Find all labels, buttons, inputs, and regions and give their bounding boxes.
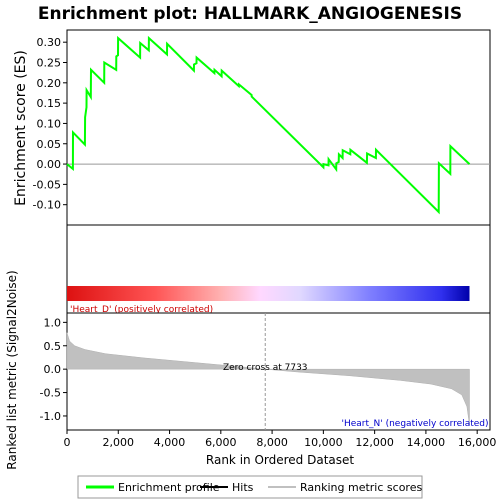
metric-y-axis: -1.0 -0.5 0.0 0.5 1.0 [40,316,67,423]
chart-title: Enrichment plot: HALLMARK_ANGIOGENESIS [38,4,462,24]
legend-label: Enrichment profile [118,481,220,494]
ranking-metric-area [66,332,470,426]
metric-xtick-label: 6,000 [205,436,237,449]
metric-ytick-label: 0.0 [44,363,62,376]
metric-x-axis: 0 2,000 4,000 6,000 8,000 10,000 12,000 14,000 1… [64,430,497,449]
es-ytick-label: 0.25 [37,57,62,70]
metric-ytick-label: 1.0 [44,316,62,329]
metric-ytick-label: 0.5 [44,340,62,353]
es-ytick-label: 0.00 [37,158,62,171]
metric-xtick-label: 10,000 [304,436,343,449]
es-ytick-label: 0.10 [37,117,62,130]
legend-label: Ranking metric scores [300,481,422,494]
metric-xlabel: Rank in Ordered Dataset [206,453,354,467]
metric-xtick-label: 0 [64,436,71,449]
legend-label: Hits [232,481,254,494]
legend-box [77,475,423,499]
positive-label: 'Heart_D' (positively correlated) [70,305,213,315]
metric-xtick-label: 12,000 [355,436,394,449]
metric-ylabel: Ranked list metric (Signal2Noise) [5,270,19,469]
es-panel-frame [66,29,491,226]
es-ytick-label: 0.15 [37,97,62,110]
zero-cross-label: Zero cross at 7733 [223,363,308,373]
es-ylabel: Enrichment score (ES) [13,50,29,206]
es-ytick-label: -0.10 [33,199,61,212]
negative-label: 'Heart_N' (negatively correlated) [342,419,489,429]
metric-xtick-label: 8,000 [256,436,288,449]
ranked-heatmap-bar [67,286,470,301]
metric-ytick-label: -1.0 [40,410,61,423]
enrichment-profile-line [66,35,471,215]
es-y-axis: -0.10 -0.05 0.00 0.05 0.10 0.15 0.20 0.25 0.30 [33,36,67,212]
metric-xtick-label: 14,000 [407,436,446,449]
es-ytick-label: 0.30 [37,36,62,49]
metric-ytick-label: -0.5 [40,387,61,400]
metric-xtick-label: 2,000 [103,436,135,449]
metric-xtick-label: 16,000 [458,436,497,449]
es-ytick-label: 0.20 [37,77,62,90]
legend: Enrichment profile Hits Ranking metric sco… [86,481,422,494]
es-ytick-label: 0.05 [37,138,62,151]
metric-xtick-label: 4,000 [154,436,186,449]
es-ytick-label: -0.05 [33,178,61,191]
